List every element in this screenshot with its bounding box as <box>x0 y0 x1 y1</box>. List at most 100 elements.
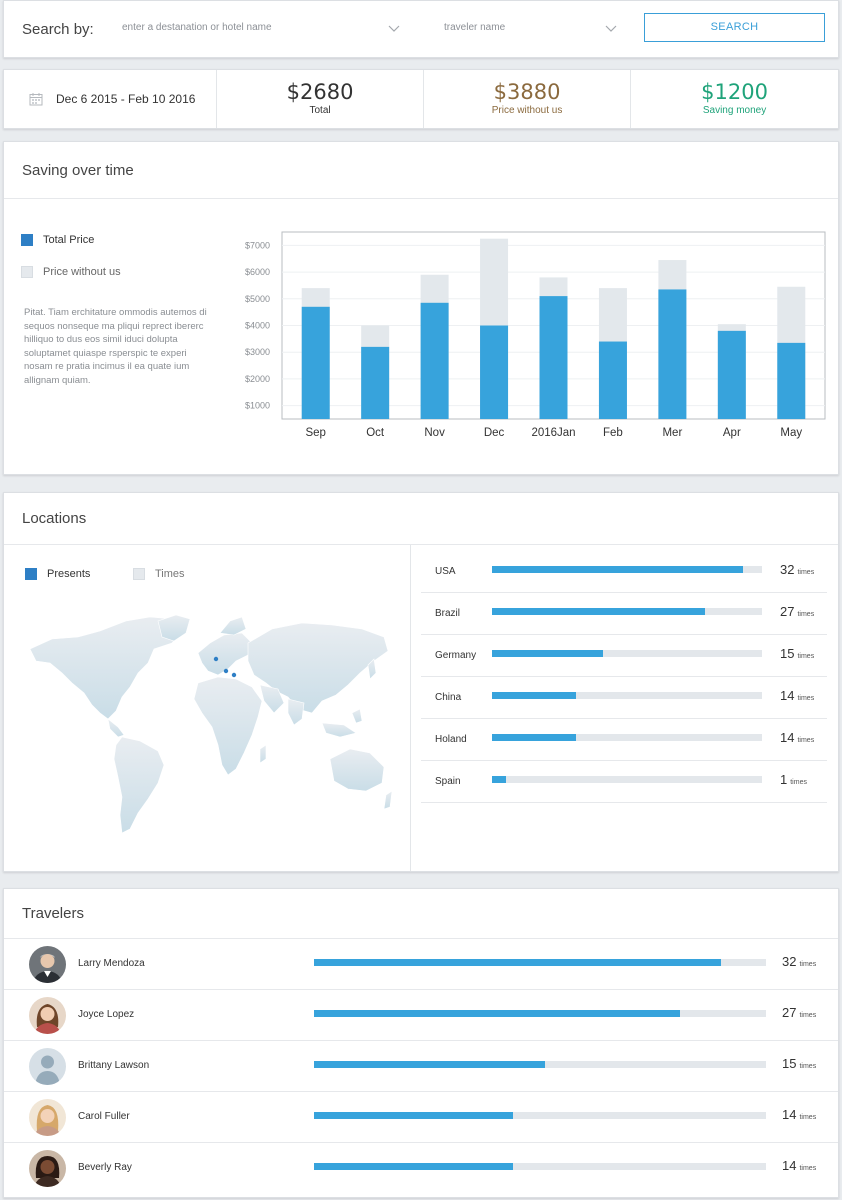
count-unit: times <box>799 1063 817 1070</box>
traveler-name[interactable]: Larry Mendoza <box>78 958 145 969</box>
avatar[interactable] <box>29 1048 66 1085</box>
date-range[interactable]: Dec 6 2015 - Feb 10 2016 <box>4 70 218 128</box>
location-name: China <box>435 692 462 703</box>
location-bar <box>492 734 762 741</box>
traveler-row[interactable]: Brittany Lawson 15 times <box>4 1040 838 1091</box>
legend-swatch <box>25 568 37 580</box>
traveler-row[interactable]: Larry Mendoza 32 times <box>4 938 838 989</box>
traveler-bar-fill <box>314 959 721 966</box>
count-value: 15 <box>780 646 795 661</box>
card-title: Saving over time <box>22 162 134 179</box>
count-value: 27 <box>780 604 795 619</box>
traveler-bar <box>314 1010 766 1017</box>
location-count: 32 times <box>780 562 814 577</box>
saving-value: $1200 <box>701 80 768 104</box>
location-bar-fill <box>492 734 576 741</box>
count-value: 32 <box>782 954 797 969</box>
traveler-bar-fill <box>314 1163 513 1170</box>
traveler-name[interactable]: Carol Fuller <box>78 1111 130 1122</box>
bar-total-price <box>658 289 687 419</box>
count-value: 14 <box>780 688 795 703</box>
location-row[interactable]: USA 32 times <box>421 551 827 593</box>
traveler-name[interactable]: Joyce Lopez <box>78 1009 135 1020</box>
legend-label: Times <box>155 568 185 580</box>
bar-chart: $1000 $2000 $3000 $4000 $5000 $6000 $7000 Sep Oc… <box>245 231 826 439</box>
traveler-name[interactable]: Brittany Lawson <box>78 1060 150 1071</box>
avatar[interactable] <box>29 946 66 983</box>
traveler-name[interactable]: Beverly Ray <box>78 1162 132 1173</box>
location-row[interactable]: Spain 1 times <box>421 761 827 803</box>
count-unit: times <box>799 961 817 968</box>
y-tick-label: $7000 <box>245 240 270 250</box>
divider <box>410 545 411 871</box>
location-row[interactable]: Holand 14 times <box>421 719 827 761</box>
location-bar <box>492 776 762 783</box>
x-tick-label: Mer <box>662 427 682 439</box>
legend-total-price[interactable]: Total Price <box>21 234 94 246</box>
legend-price-without[interactable]: Price without us <box>21 266 121 278</box>
chevron-down-icon[interactable] <box>605 22 617 34</box>
card-title: Travelers <box>22 905 84 922</box>
traveler-count: 14 times <box>782 1107 816 1122</box>
total-caption: Total <box>309 105 331 116</box>
legend-times[interactable]: Times <box>133 568 185 580</box>
traveler-input[interactable]: traveler name <box>444 22 506 33</box>
count-value: 27 <box>782 1005 797 1020</box>
count-unit: times <box>799 1114 817 1121</box>
bar-total-price <box>361 346 390 419</box>
traveler-row[interactable]: Beverly Ray 14 times <box>4 1142 838 1193</box>
y-tick-label: $5000 <box>245 294 270 304</box>
location-bar <box>492 692 762 699</box>
map-marker[interactable] <box>223 668 229 674</box>
y-tick-label: $3000 <box>245 347 270 357</box>
x-tick-label: Nov <box>424 427 445 439</box>
bar-total-price <box>420 302 449 419</box>
chevron-down-icon[interactable] <box>388 22 400 34</box>
y-tick-label: $6000 <box>245 267 270 277</box>
location-row[interactable]: Brazil 27 times <box>421 593 827 635</box>
divider <box>4 544 838 545</box>
search-by-label: Search by: <box>22 21 94 38</box>
avatar[interactable] <box>29 1099 66 1136</box>
legend-label: Price without us <box>43 266 121 278</box>
map-marker[interactable] <box>213 656 219 662</box>
y-tick-label: $4000 <box>245 321 270 331</box>
x-tick-label: Feb <box>603 427 623 439</box>
location-row[interactable]: Germany 15 times <box>421 635 827 677</box>
map-marker[interactable] <box>231 672 237 678</box>
location-count: 27 times <box>780 604 814 619</box>
count-value: 15 <box>782 1056 797 1071</box>
location-name: USA <box>435 566 456 577</box>
location-name: Brazil <box>435 608 461 619</box>
legend-swatch <box>21 234 33 246</box>
traveler-row[interactable]: Carol Fuller 14 times <box>4 1091 838 1142</box>
bar-total-price <box>480 325 509 419</box>
count-unit: times <box>797 611 815 618</box>
destination-input[interactable]: enter a destanation or hotel name <box>122 22 272 33</box>
location-bar-fill <box>492 776 506 783</box>
search-button[interactable]: SEARCH <box>644 13 825 42</box>
location-count: 14 times <box>780 730 814 745</box>
location-bar-fill <box>492 566 744 573</box>
count-value: 14 <box>782 1158 797 1173</box>
count-value: 14 <box>782 1107 797 1122</box>
traveler-bar <box>314 959 766 966</box>
count-unit: times <box>790 779 807 786</box>
world-map[interactable] <box>22 613 394 843</box>
legend-presents[interactable]: Presents <box>25 568 90 580</box>
location-row[interactable]: China 14 times <box>421 677 827 719</box>
location-count: 14 times <box>780 688 814 703</box>
bar-total-price <box>717 330 746 419</box>
location-count: 1 times <box>780 772 807 787</box>
location-name: Germany <box>435 650 477 661</box>
traveler-count: 14 times <box>782 1158 816 1173</box>
count-unit: times <box>799 1165 817 1172</box>
bar-total-price <box>598 341 627 419</box>
traveler-row[interactable]: Joyce Lopez 27 times <box>4 989 838 1040</box>
location-bar <box>492 608 762 615</box>
saving-stat: $1200 Saving money <box>631 70 838 128</box>
saving-caption: Saving money <box>702 105 767 116</box>
traveler-count: 27 times <box>782 1005 816 1020</box>
avatar[interactable] <box>29 1150 66 1187</box>
avatar[interactable] <box>29 997 66 1034</box>
